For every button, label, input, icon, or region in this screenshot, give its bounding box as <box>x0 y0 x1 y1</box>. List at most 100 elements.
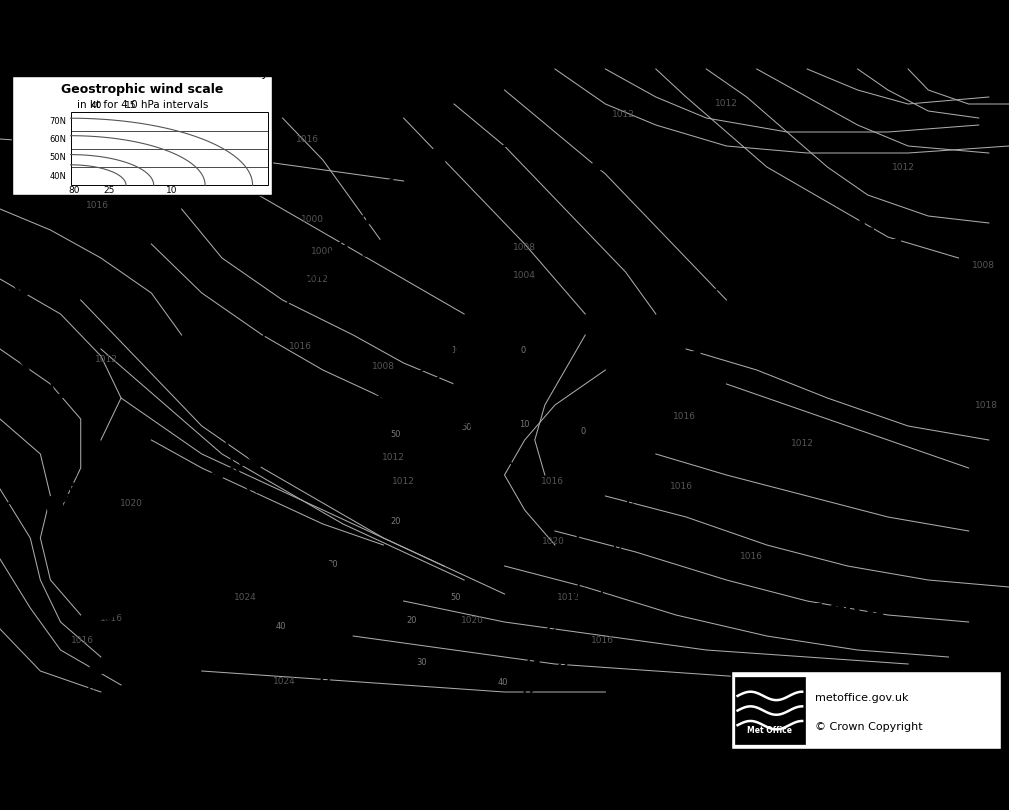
Polygon shape <box>512 140 525 154</box>
Polygon shape <box>854 301 869 314</box>
Polygon shape <box>29 342 47 349</box>
Polygon shape <box>331 617 338 630</box>
Bar <box>735 677 805 744</box>
Polygon shape <box>608 574 615 586</box>
Text: 50: 50 <box>451 593 461 602</box>
Polygon shape <box>780 279 793 292</box>
Polygon shape <box>298 706 311 715</box>
Polygon shape <box>294 292 304 304</box>
Text: 1016: 1016 <box>100 614 122 623</box>
Polygon shape <box>665 382 671 394</box>
Polygon shape <box>449 361 458 372</box>
Text: 1008: 1008 <box>514 243 536 252</box>
Text: 1012: 1012 <box>95 355 117 364</box>
Text: 1024: 1024 <box>273 677 296 686</box>
Polygon shape <box>54 447 73 454</box>
Text: in kt for 4.0 hPa intervals: in kt for 4.0 hPa intervals <box>77 100 208 110</box>
Text: 70N: 70N <box>49 117 67 126</box>
Polygon shape <box>570 514 580 526</box>
Polygon shape <box>656 410 663 421</box>
Text: 1016: 1016 <box>591 637 613 646</box>
Polygon shape <box>248 455 262 469</box>
Polygon shape <box>340 446 353 455</box>
Polygon shape <box>15 495 27 509</box>
Polygon shape <box>72 469 77 480</box>
Polygon shape <box>95 484 107 498</box>
Polygon shape <box>97 611 115 619</box>
Text: 1016: 1016 <box>297 134 319 143</box>
Polygon shape <box>404 370 420 382</box>
Polygon shape <box>702 285 718 298</box>
Polygon shape <box>364 421 381 433</box>
Text: L: L <box>450 377 468 405</box>
Polygon shape <box>464 338 469 350</box>
Polygon shape <box>321 677 330 689</box>
Polygon shape <box>633 492 639 504</box>
Text: 1000: 1000 <box>312 246 334 255</box>
Text: 10: 10 <box>451 346 461 355</box>
Polygon shape <box>344 408 361 420</box>
Text: L: L <box>857 209 875 237</box>
Text: 992: 992 <box>359 235 418 263</box>
Text: 1012: 1012 <box>307 275 329 284</box>
Text: 1020: 1020 <box>461 616 483 625</box>
Text: metoffice.gov.uk: metoffice.gov.uk <box>815 693 909 703</box>
Polygon shape <box>420 382 438 392</box>
Bar <box>71 113 268 185</box>
Polygon shape <box>469 139 479 153</box>
Text: Met Office: Met Office <box>748 727 792 735</box>
Polygon shape <box>267 727 282 735</box>
Polygon shape <box>585 543 592 556</box>
Bar <box>731 671 1001 749</box>
Text: L: L <box>208 349 226 377</box>
Text: 1012: 1012 <box>179 378 255 407</box>
Polygon shape <box>334 647 341 660</box>
Polygon shape <box>616 547 624 559</box>
Text: 1012: 1012 <box>557 593 579 602</box>
Polygon shape <box>54 489 67 503</box>
Text: 1024: 1024 <box>234 593 256 602</box>
Text: 1012: 1012 <box>791 439 813 448</box>
Text: 1000: 1000 <box>302 215 324 224</box>
Text: 1007: 1007 <box>827 238 904 266</box>
Polygon shape <box>400 185 410 195</box>
Polygon shape <box>818 288 831 301</box>
Polygon shape <box>423 208 432 219</box>
Polygon shape <box>82 556 100 564</box>
Polygon shape <box>379 190 388 202</box>
Polygon shape <box>91 665 108 673</box>
Text: H: H <box>836 573 859 601</box>
Polygon shape <box>567 603 577 614</box>
Polygon shape <box>49 420 68 428</box>
Text: 40N: 40N <box>49 172 67 181</box>
Polygon shape <box>468 256 476 267</box>
Text: 30: 30 <box>328 560 338 569</box>
Polygon shape <box>497 442 508 454</box>
Polygon shape <box>545 628 555 639</box>
Text: 1012: 1012 <box>612 110 635 119</box>
Polygon shape <box>86 524 92 535</box>
Polygon shape <box>134 479 146 492</box>
Polygon shape <box>249 481 258 493</box>
Text: L: L <box>554 640 572 667</box>
Text: 1012: 1012 <box>715 100 738 109</box>
Polygon shape <box>466 360 472 373</box>
Text: 10: 10 <box>520 420 530 429</box>
Polygon shape <box>590 162 604 175</box>
Polygon shape <box>211 466 225 480</box>
Polygon shape <box>287 534 295 547</box>
Text: 1028: 1028 <box>259 561 336 588</box>
Polygon shape <box>20 316 38 323</box>
Polygon shape <box>44 394 63 401</box>
Polygon shape <box>395 166 412 179</box>
Text: Geostrophic wind scale: Geostrophic wind scale <box>62 83 223 96</box>
Text: 50: 50 <box>461 423 471 432</box>
Polygon shape <box>430 149 445 162</box>
Text: 25: 25 <box>103 186 115 195</box>
Polygon shape <box>38 367 57 375</box>
Polygon shape <box>552 148 567 162</box>
Polygon shape <box>234 454 242 466</box>
Polygon shape <box>315 427 331 439</box>
Text: 1020: 1020 <box>542 537 564 546</box>
Text: 1012: 1012 <box>382 453 405 462</box>
